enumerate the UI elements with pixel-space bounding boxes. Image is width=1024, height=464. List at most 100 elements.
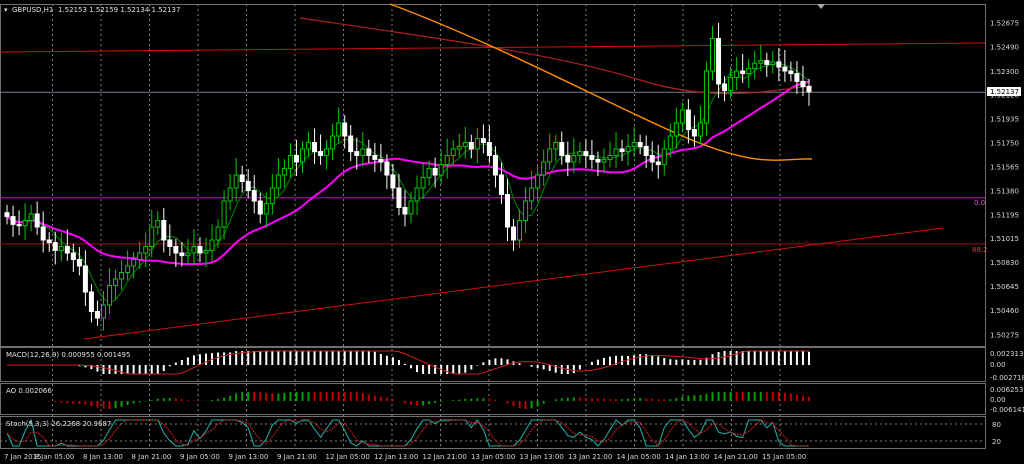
- candle-body: [293, 155, 299, 163]
- candle-body: [197, 246, 203, 254]
- candle-body: [318, 151, 324, 157]
- main-chart-panel: [0, 4, 986, 347]
- time-tick-label: 8 Jan 13:00: [83, 453, 123, 461]
- time-tick-label: 13 Jan 05:00: [471, 453, 515, 461]
- candle-body: [685, 109, 691, 130]
- candle-body: [547, 148, 553, 163]
- candle-body: [782, 66, 788, 72]
- candle-body: [372, 155, 378, 160]
- candle-body: [88, 291, 94, 312]
- candle-body: [523, 200, 529, 221]
- candle-body: [4, 212, 10, 218]
- candle-body: [107, 285, 113, 306]
- time-tick-label: 7 Jan 2015: [4, 453, 42, 461]
- price-tick-label: 1.51380: [990, 188, 1019, 196]
- candle-body: [637, 142, 643, 147]
- time-tick-label: 8 Jan 05:00: [35, 453, 75, 461]
- candle-body: [94, 311, 100, 319]
- ma-fast-line: [6, 62, 810, 303]
- candle-body: [541, 161, 547, 176]
- fibo-label-88: 88.2: [972, 246, 988, 254]
- candle-body: [275, 174, 281, 189]
- candle-body: [504, 194, 510, 228]
- candle-body: [679, 109, 685, 124]
- candle-body: [10, 216, 16, 225]
- candle-body: [619, 148, 625, 153]
- candle-body: [215, 226, 221, 241]
- ao-tick-bot: -0.006141: [990, 406, 1024, 414]
- axis-labels: 1.526751.524901.523001.521201.519351.517…: [4, 19, 1019, 461]
- candle-body: [324, 148, 330, 156]
- candle-body: [203, 249, 209, 254]
- candle-body: [239, 174, 245, 182]
- time-tick-label: 14 Jan 05:00: [617, 453, 661, 461]
- candle-body: [734, 70, 740, 78]
- stoch-panel: [0, 416, 986, 449]
- candle-body: [420, 177, 426, 189]
- candle-body: [22, 220, 28, 227]
- candle-body: [776, 61, 782, 68]
- time-tick-label: 12 Jan 13:00: [374, 453, 418, 461]
- ao-label: AO 0.002066: [6, 387, 52, 395]
- candle-body: [559, 142, 565, 156]
- candle-body: [728, 77, 734, 91]
- candle-body: [583, 151, 589, 157]
- candle-body: [52, 242, 58, 251]
- candle-body: [336, 122, 342, 137]
- candle-body: [716, 38, 722, 85]
- price-tick-label: 1.50275: [990, 331, 1019, 339]
- candle-body: [408, 200, 414, 215]
- price-tick-label: 1.50460: [990, 307, 1019, 315]
- candle-body: [209, 239, 215, 251]
- candle-body: [613, 148, 619, 156]
- time-tick-label: 9 Jan 21:00: [277, 453, 317, 461]
- candle-body: [221, 200, 227, 228]
- candle-body: [740, 70, 746, 75]
- candle-body: [800, 80, 806, 88]
- candle-body: [649, 155, 655, 163]
- stoch-signal-line: [6, 419, 809, 447]
- support-trendline: [83, 227, 944, 340]
- fibo-label-0: 0.0: [974, 199, 985, 207]
- candle-body: [396, 187, 402, 208]
- candle-body: [414, 187, 420, 202]
- candle-body: [34, 213, 40, 228]
- candle-body: [137, 252, 143, 260]
- candle-body: [486, 142, 492, 156]
- time-tick-label: 8 Jan 21:00: [132, 453, 172, 461]
- chart-shift-marker[interactable]: [817, 4, 825, 9]
- candle-body: [155, 220, 161, 228]
- candle-body: [691, 129, 697, 137]
- candle-body: [384, 161, 390, 176]
- candle-body: [82, 265, 88, 293]
- stoch-label: Stoch(5,3,3) 26.2268 20.9687: [6, 420, 111, 428]
- candle-body: [58, 246, 64, 251]
- time-tick-label: 9 Jan 13:00: [229, 453, 269, 461]
- candle-body: [480, 138, 486, 144]
- candle-body: [131, 259, 137, 267]
- candles-layer: [4, 22, 812, 331]
- price-tick-label: 1.51935: [990, 115, 1019, 123]
- candle-body: [589, 155, 595, 160]
- time-tick-label: 9 Jan 05:00: [180, 453, 220, 461]
- candle-body: [746, 67, 752, 75]
- candle-body: [770, 61, 776, 66]
- time-tick-label: 15 Jan 05:00: [762, 453, 806, 461]
- ma-red-line: [299, 17, 813, 95]
- candle-body: [191, 246, 197, 254]
- subwindow-indicators: [6, 350, 810, 447]
- macd-signal-line: [7, 350, 809, 375]
- candle-body: [511, 226, 517, 241]
- candle-body: [571, 155, 577, 163]
- price-tick-label: 1.50830: [990, 259, 1019, 267]
- candle-body: [607, 155, 613, 160]
- candle-body: [697, 122, 703, 137]
- price-tick-label: 1.51750: [990, 140, 1019, 148]
- current-price-box: [987, 87, 1021, 96]
- candle-body: [113, 278, 119, 286]
- candle-body: [625, 145, 631, 153]
- candle-body: [227, 187, 233, 202]
- candle-body: [390, 174, 396, 189]
- time-tick-label: 14 Jan 13:00: [665, 453, 709, 461]
- candle-body: [167, 239, 173, 247]
